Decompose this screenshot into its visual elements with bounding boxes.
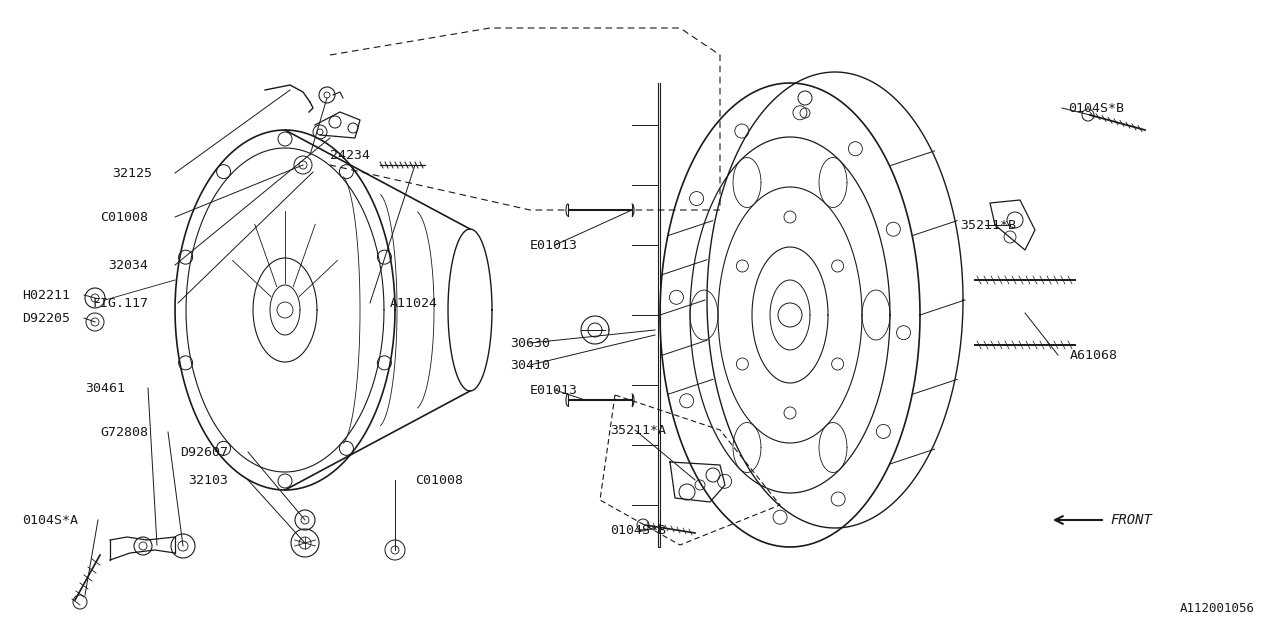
Text: 35211*B: 35211*B bbox=[960, 218, 1016, 232]
Text: G72808: G72808 bbox=[100, 426, 148, 438]
Text: D92607: D92607 bbox=[180, 445, 228, 458]
Text: 30410: 30410 bbox=[509, 358, 550, 371]
Text: H02211: H02211 bbox=[22, 289, 70, 301]
Text: C01008: C01008 bbox=[100, 211, 148, 223]
Text: FRONT: FRONT bbox=[1110, 513, 1152, 527]
Text: 32103: 32103 bbox=[188, 474, 228, 486]
Text: FIG.117: FIG.117 bbox=[92, 296, 148, 310]
Text: E01013: E01013 bbox=[530, 239, 579, 252]
Text: D92205: D92205 bbox=[22, 312, 70, 324]
Text: 24234: 24234 bbox=[330, 148, 370, 161]
Text: A61068: A61068 bbox=[1070, 349, 1117, 362]
Text: 35211*A: 35211*A bbox=[611, 424, 666, 436]
Text: 0104S*B: 0104S*B bbox=[1068, 102, 1124, 115]
Text: 0104S*B: 0104S*B bbox=[611, 524, 666, 536]
Text: 30461: 30461 bbox=[84, 381, 125, 394]
Text: A112001056: A112001056 bbox=[1180, 602, 1254, 615]
Text: 32125: 32125 bbox=[113, 166, 152, 179]
Text: 0104S*A: 0104S*A bbox=[22, 513, 78, 527]
Text: 30630: 30630 bbox=[509, 337, 550, 349]
Text: 32034: 32034 bbox=[108, 259, 148, 271]
Text: E01013: E01013 bbox=[530, 383, 579, 397]
Text: A11024: A11024 bbox=[390, 296, 438, 310]
Text: C01008: C01008 bbox=[415, 474, 463, 486]
